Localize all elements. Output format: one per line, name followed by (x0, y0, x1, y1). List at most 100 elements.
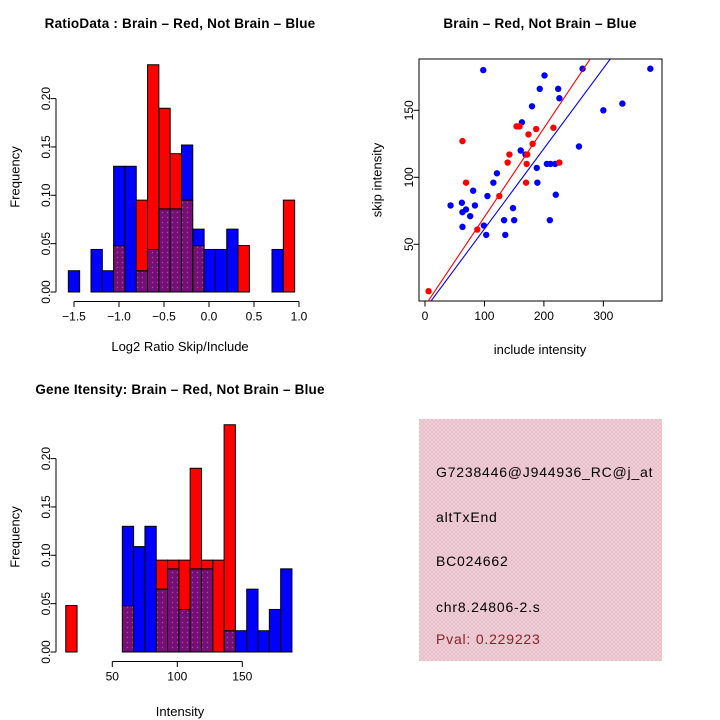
scatter-point-red (550, 124, 557, 131)
hist-bar-blue (67, 270, 81, 293)
hist-bar-blue (101, 270, 115, 293)
scatter-point-blue (541, 72, 548, 79)
scatter-point-red (504, 159, 511, 166)
hist-bar-red (200, 559, 214, 570)
hist-bar-red (147, 64, 160, 250)
scatter-point-blue (647, 65, 654, 72)
x-tick-label: 300 (593, 309, 613, 323)
x-tick-label: 100 (167, 670, 187, 684)
hist-bar-overlap (189, 568, 202, 653)
hist-bar-blue (214, 248, 228, 293)
pval-text: Pval: 0.229223 (436, 631, 541, 647)
scatter-point-blue (502, 231, 509, 239)
hist-bar-red (189, 467, 202, 570)
x-tick-label: 100 (474, 309, 494, 323)
probe-id-text: G7238446@J944936_RC@j_at (436, 464, 654, 480)
hist-bar-overlap (155, 588, 169, 653)
panel-info: G7238446@J944936_RC@j_at altTxEnd BC0246… (360, 360, 720, 720)
event-type-text: altTxEnd (436, 509, 498, 525)
scatter-point-blue (458, 199, 466, 206)
scatter-point-blue (466, 212, 474, 220)
hist-bar-red (169, 153, 183, 210)
scatter-plot: 0 100 200 300 50 100 150 (402, 58, 663, 323)
hist-bar-blue (246, 588, 259, 653)
locus-text: chr8.24806-2.s (436, 599, 541, 615)
scatter-point-blue (575, 143, 583, 150)
scatter-point-blue (547, 160, 554, 168)
scatter-point-red (556, 159, 563, 166)
scatter-point-blue (554, 85, 562, 93)
plot-box (418, 58, 663, 302)
y-tick-label: 0.15 (39, 495, 53, 519)
hist-bar-blue (203, 248, 216, 293)
hist-bar-overlap (200, 568, 214, 653)
x-tick-label: 1.0 (291, 310, 308, 324)
gene-histogram-title: Gene Itensity: Brain – Red, Not Brain – … (35, 382, 325, 397)
scatter-point-blue (459, 223, 466, 231)
scatter-point-blue (500, 216, 508, 224)
scatter-ylabel: skip intensity (369, 142, 385, 218)
x-tick-label: 200 (534, 309, 554, 323)
hist-bar-blue (133, 546, 146, 653)
hist-bar-overlap (158, 208, 171, 293)
y-tick-label: 0.10 (39, 543, 53, 567)
hist-bar-red (155, 559, 169, 590)
hist-bar-overlap (223, 630, 236, 653)
scatter-point-blue (490, 179, 497, 186)
x-tick-label: −1.5 (62, 310, 86, 324)
panel-scatter: Brain – Red, Not Brain – Blue 0 100 200 300… (360, 0, 720, 360)
scatter-point-blue (471, 202, 479, 209)
y-tick-label: 0.10 (39, 183, 53, 207)
scatter-point-blue (469, 187, 477, 194)
y-tick-label: 150 (402, 100, 416, 120)
y-tick-label: 0.20 (39, 447, 53, 471)
y-tick-label: 0.20 (39, 87, 53, 111)
ratio-ylabel: Frequency (7, 146, 23, 208)
scatter-point-blue (517, 147, 524, 154)
scatter-point-blue (480, 222, 488, 229)
hist-bar-overlap (113, 245, 126, 293)
scatter-point-blue (556, 95, 563, 102)
y-tick-label: 0.05 (39, 232, 53, 256)
scatter-point-red (516, 123, 523, 130)
scatter-point-blue (536, 85, 543, 93)
x-tick-label: 0.0 (201, 310, 218, 324)
hist-bar-overlap (178, 608, 191, 653)
gene-histogram-plot: 0.00 0.05 0.10 0.15 0.20 50 100 150 (39, 424, 293, 684)
hist-bar-overlap (192, 245, 205, 293)
x-tick-label: 50 (106, 670, 120, 684)
regression-line-blue (430, 59, 611, 301)
hist-bar-overlap (169, 208, 183, 293)
ratio-histogram-title: RatioData : Brain – Red, Not Brain – Blu… (44, 16, 316, 31)
hist-bar-overlap (121, 605, 135, 653)
x-tick-label: 150 (232, 670, 252, 684)
hist-bar-blue (257, 630, 270, 653)
scatter-point-blue (493, 170, 501, 177)
scatter-point-red (532, 125, 540, 133)
hist-bar-blue (121, 525, 135, 607)
info-box: G7238446@J944936_RC@j_at altTxEnd BC0246… (419, 419, 662, 661)
gene-ylabel: Frequency (7, 506, 23, 568)
hist-bar-blue (192, 228, 205, 247)
y-tick-label: 50 (402, 237, 416, 251)
scatter-title: Brain – Red, Not Brain – Blue (443, 16, 637, 31)
gene-xlabel: Intensity (155, 704, 205, 719)
hist-bar-blue (234, 630, 248, 653)
hist-bar-blue (124, 165, 137, 293)
hist-bar-red (65, 605, 78, 653)
hist-bar-red (223, 424, 236, 632)
fit-lines (427, 59, 611, 301)
scatter-point-blue (509, 204, 517, 212)
y-tick-label: 0.15 (39, 135, 53, 159)
scatter-point-blue (484, 192, 491, 200)
scatter-point-blue (619, 100, 626, 107)
hist-bar-overlap (180, 199, 194, 293)
scatter-point-red (506, 151, 513, 158)
scatter-point-blue (447, 202, 454, 209)
hist-bar-red (282, 199, 296, 293)
y-tick-label: 0.05 (39, 592, 53, 616)
hist-bar-blue (90, 248, 103, 293)
hist-bar-red (135, 199, 149, 272)
scatter-xlabel: include intensity (493, 342, 587, 357)
hist-bar-overlap (167, 568, 180, 653)
